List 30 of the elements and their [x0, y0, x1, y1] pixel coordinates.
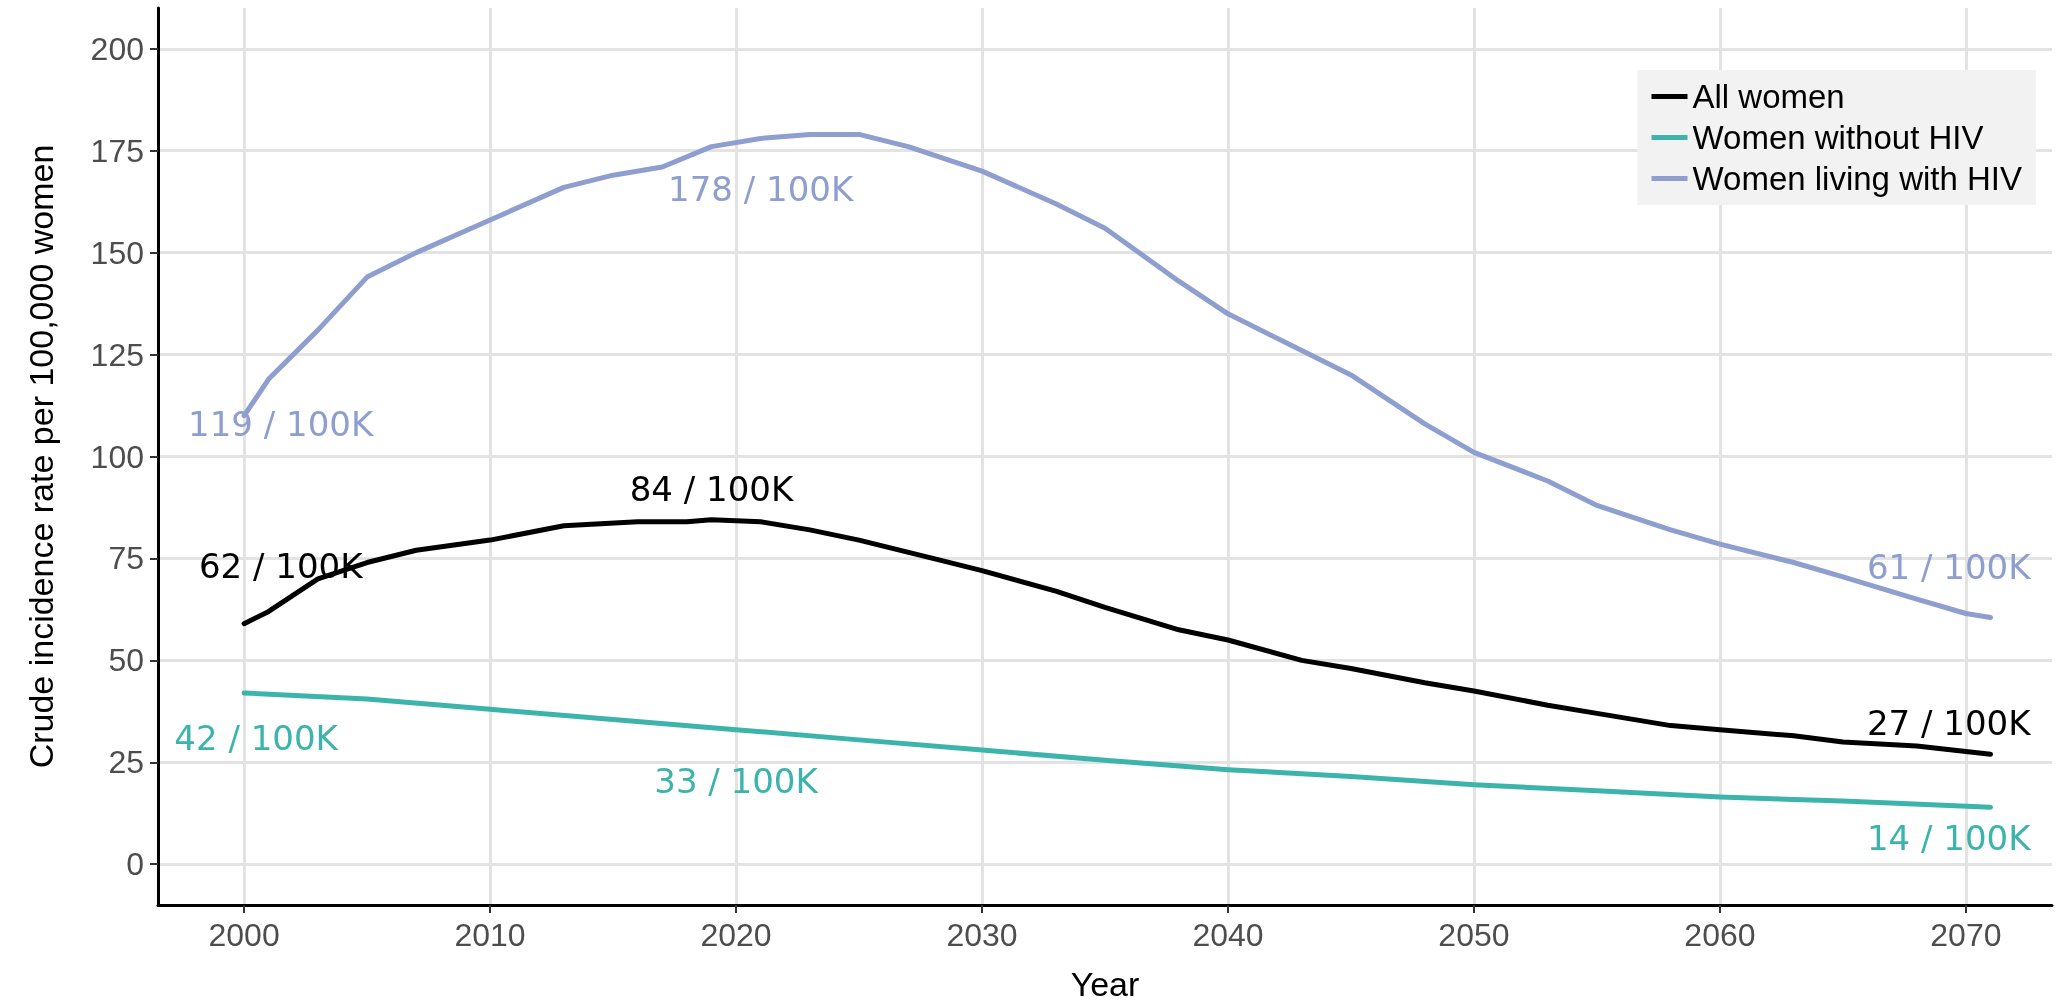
data-label: 178 / 100K [668, 169, 855, 210]
y-tick-label: 75 [108, 540, 144, 577]
y-tick-label: 0 [126, 846, 144, 883]
legend-label: All women [1692, 78, 1845, 115]
y-tick-label: 100 [90, 438, 144, 475]
y-tick-label: 50 [108, 642, 144, 679]
data-label: 119 / 100K [188, 404, 375, 445]
x-tick-label: 2030 [946, 917, 1018, 953]
y-tick-label: 175 [90, 132, 144, 169]
data-label: 27 / 100K [1866, 703, 2033, 744]
legend-label: Women living with HIV [1692, 160, 2023, 197]
legend-label: Women without HIV [1692, 119, 1984, 156]
x-tick-label: 2060 [1684, 917, 1756, 953]
x-tick-label: 2000 [208, 917, 280, 953]
y-tick-label: 125 [90, 336, 144, 373]
data-label: 14 / 100K [1866, 818, 2033, 859]
y-tick-label: 25 [108, 744, 144, 781]
x-tick-label: 2020 [700, 917, 772, 953]
data-label: 33 / 100K [654, 760, 820, 801]
data-label: 84 / 100K [629, 468, 795, 509]
data-label: 42 / 100K [174, 717, 340, 758]
y-tick-label: 200 [90, 30, 144, 67]
y-axis-title: Crude incidence rate per 100,000 women [22, 144, 60, 769]
x-tick-label: 2070 [1930, 917, 2002, 953]
data-label: 61 / 100K [1866, 546, 2033, 587]
x-axis-title: Year [1070, 965, 1140, 1003]
x-tick-label: 2010 [454, 917, 526, 953]
y-tick-label: 150 [90, 234, 144, 271]
x-tick-label: 2050 [1438, 917, 1510, 953]
x-tick-label: 2040 [1192, 917, 1264, 953]
